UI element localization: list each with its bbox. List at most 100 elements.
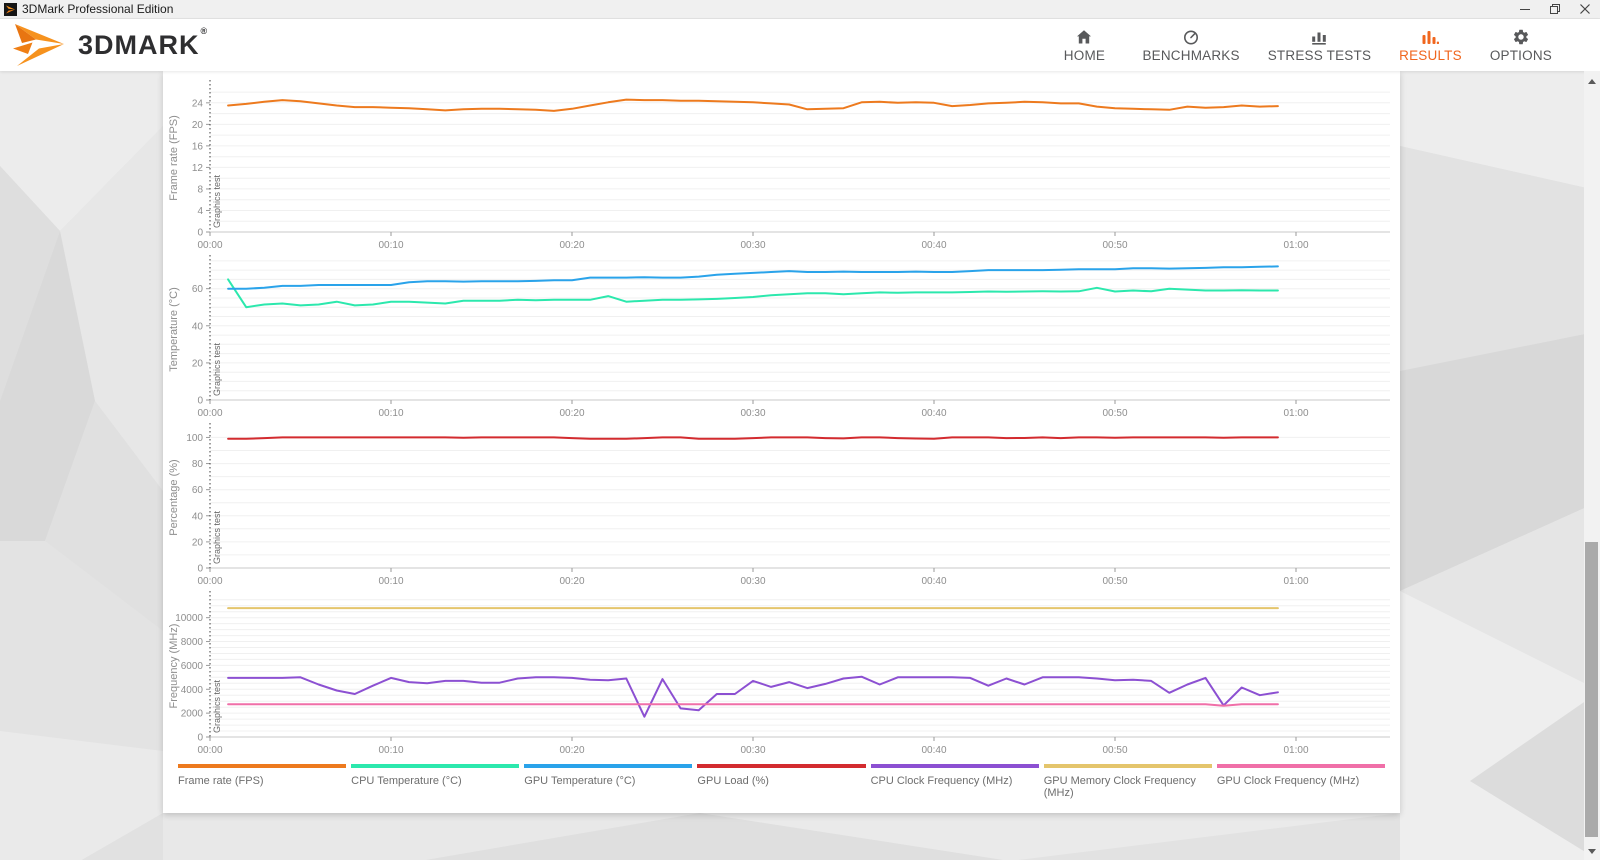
x-tick-label: 00:30 <box>740 240 765 251</box>
chart-percentage: 0 20 40 60 80 100 00:00 00:10 00:20 00:30 00:40 00:… <box>168 423 1390 587</box>
series-GPU Clock Frequency (MHz) <box>227 703 1279 707</box>
x-tick-label: 00:20 <box>559 240 584 251</box>
benchmarks-icon <box>1182 28 1200 46</box>
legend-item: GPU Clock Frequency (MHz) <box>1216 764 1385 799</box>
legend-color-bar <box>524 764 693 768</box>
nav-label-home: HOME <box>1063 47 1106 63</box>
results-icon <box>1421 28 1440 46</box>
close-icon[interactable] <box>1570 0 1600 18</box>
legend-item: CPU Temperature (°C) <box>351 764 520 799</box>
y-tick-label: 20 <box>192 537 204 548</box>
graphics-test-annotation: Graphics test <box>212 510 222 564</box>
x-tick-label: 00:20 <box>559 745 584 756</box>
nav-label-stress-tests: STRESS TESTS <box>1267 47 1372 63</box>
x-tick-label: 00:00 <box>197 745 222 756</box>
nav-item-stress-tests[interactable]: STRESS TESTS <box>1268 28 1371 63</box>
x-tick-label: 00:30 <box>740 576 765 587</box>
x-tick-label: 00:50 <box>1102 240 1127 251</box>
nav-label-results: RESULTS <box>1399 47 1462 63</box>
x-tick-label: 00:40 <box>921 576 946 587</box>
nav-item-options[interactable]: OPTIONS <box>1490 28 1552 63</box>
legend-color-bar <box>870 764 1039 768</box>
legend-label: GPU Clock Frequency (MHz) <box>1216 775 1360 787</box>
content-area: 0 4 8 12 16 20 24 00:00 00:10 00:20 00:30 00:40 00:5… <box>0 71 1600 860</box>
minimize-button[interactable] <box>1510 0 1540 18</box>
header: 3DMARK® HOME BENCHMARKS STRESS TESTS RESULT… <box>0 19 1600 71</box>
chart-temperature: 0 20 40 60 00:00 00:10 00:20 00:30 00:40 00:50 01:… <box>168 255 1390 419</box>
y-axis-title: Temperature (°C) <box>168 287 180 371</box>
legend-label: GPU Memory Clock Frequency (MHz) <box>1043 775 1196 799</box>
y-tick-label: 0 <box>197 564 203 575</box>
restore-button[interactable] <box>1540 0 1570 18</box>
window-title: 3DMark Professional Edition <box>22 2 174 16</box>
y-tick-label: 10000 <box>175 613 203 624</box>
y-tick-label: 0 <box>197 396 203 407</box>
x-tick-label: 00:00 <box>197 240 222 251</box>
titlebar: 3DMark Professional Edition <box>0 0 1600 19</box>
series-Frame rate (FPS) <box>227 98 1279 112</box>
x-tick-label: 00:10 <box>378 745 403 756</box>
y-tick-label: 24 <box>192 98 204 109</box>
series-GPU Load (%) <box>227 436 1279 440</box>
y-tick-label: 12 <box>192 163 204 174</box>
x-tick-label: 00:40 <box>921 408 946 419</box>
y-tick-label: 60 <box>192 284 204 295</box>
app-logo: 3DMARK® <box>12 23 207 67</box>
options-icon <box>1512 28 1530 46</box>
y-tick-label: 20 <box>192 120 204 131</box>
y-tick-label: 8000 <box>181 637 204 648</box>
scrollbar-thumb[interactable] <box>1585 542 1598 837</box>
legend-label: CPU Temperature (°C) <box>351 775 462 787</box>
scroll-down-icon[interactable] <box>1584 843 1600 859</box>
y-tick-label: 0 <box>197 733 203 744</box>
legend-label: GPU Load (%) <box>697 775 769 787</box>
stress-tests-icon <box>1310 28 1328 46</box>
legend-label: Frame rate (FPS) <box>178 775 264 787</box>
nav-item-home[interactable]: HOME <box>1054 28 1114 63</box>
x-tick-label: 01:00 <box>1283 745 1308 756</box>
legend-item: Frame rate (FPS) <box>178 764 347 799</box>
series-GPU Temperature (°C) <box>227 265 1279 290</box>
series-CPU Clock Frequency (MHz) <box>227 675 1279 718</box>
monitoring-charts: 0 4 8 12 16 20 24 00:00 00:10 00:20 00:30 00:40 00:5… <box>163 76 1400 756</box>
nav-label-benchmarks: BENCHMARKS <box>1142 47 1240 63</box>
nav-item-benchmarks[interactable]: BENCHMARKS <box>1142 28 1240 63</box>
chart-fps: 0 4 8 12 16 20 24 00:00 00:10 00:20 00:30 00:40 00:5… <box>168 80 1390 251</box>
y-tick-label: 0 <box>197 228 203 239</box>
chart-frequency: 0 2000 4000 6000 8000 10000 00:00 00:10 00:20 00:… <box>168 591 1390 756</box>
legend-item: GPU Load (%) <box>697 764 866 799</box>
y-tick-label: 20 <box>192 358 204 369</box>
x-tick-label: 00:00 <box>197 408 222 419</box>
y-axis-title: Frame rate (FPS) <box>168 115 180 201</box>
y-tick-label: 100 <box>186 433 203 444</box>
x-tick-label: 00:00 <box>197 576 222 587</box>
y-tick-label: 4000 <box>181 685 204 696</box>
nav-item-results[interactable]: RESULTS <box>1399 28 1462 63</box>
y-tick-label: 16 <box>192 141 204 152</box>
y-tick-label: 8 <box>197 184 203 195</box>
legend-color-bar <box>178 764 347 768</box>
scroll-up-icon[interactable] <box>1584 73 1600 89</box>
y-axis-title: Percentage (%) <box>168 459 180 535</box>
results-panel: 0 4 8 12 16 20 24 00:00 00:10 00:20 00:30 00:40 00:5… <box>163 71 1400 813</box>
x-tick-label: 00:10 <box>378 240 403 251</box>
y-tick-label: 40 <box>192 511 204 522</box>
x-tick-label: 00:20 <box>559 408 584 419</box>
x-tick-label: 00:30 <box>740 408 765 419</box>
legend-label: CPU Clock Frequency (MHz) <box>870 775 1013 787</box>
y-tick-label: 2000 <box>181 709 204 720</box>
y-tick-label: 60 <box>192 485 204 496</box>
logo-blades-icon <box>12 23 70 67</box>
legend-item: GPU Temperature (°C) <box>524 764 693 799</box>
nav-label-options: OPTIONS <box>1489 47 1552 63</box>
legend-color-bar <box>1043 764 1212 768</box>
x-tick-label: 00:10 <box>378 576 403 587</box>
x-tick-label: 00:50 <box>1102 408 1127 419</box>
vertical-scrollbar[interactable] <box>1584 71 1600 860</box>
y-tick-label: 4 <box>197 206 203 217</box>
graphics-test-annotation: Graphics test <box>212 342 222 396</box>
y-tick-label: 6000 <box>181 661 204 672</box>
home-icon <box>1075 28 1093 46</box>
x-tick-label: 00:40 <box>921 745 946 756</box>
